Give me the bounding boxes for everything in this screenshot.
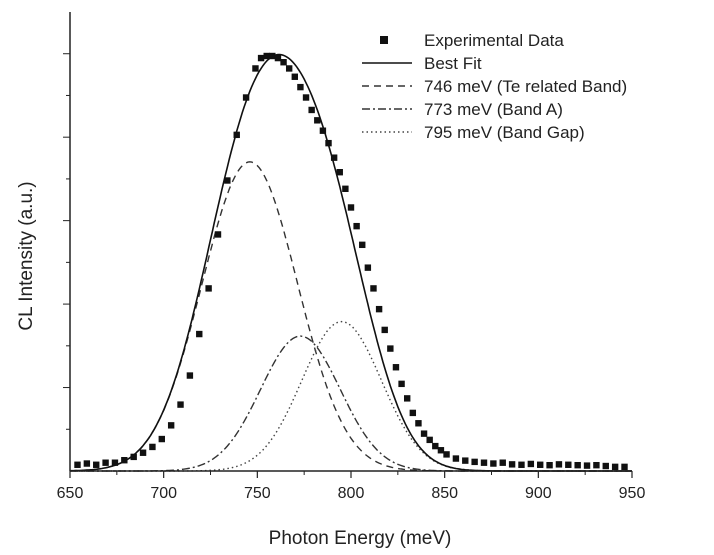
x-tick-label: 900 xyxy=(525,485,552,502)
data-point xyxy=(224,177,231,184)
data-point xyxy=(308,106,315,114)
data-point xyxy=(167,422,175,429)
data-point xyxy=(387,345,394,352)
data-point xyxy=(121,457,128,464)
data-point xyxy=(297,83,304,91)
data-point xyxy=(93,461,100,468)
data-point xyxy=(364,264,372,271)
x-tick-label: 650 xyxy=(57,485,84,502)
data-point xyxy=(274,54,282,62)
data-point xyxy=(314,117,321,124)
data-point xyxy=(490,460,497,467)
data-point xyxy=(602,462,609,470)
data-point xyxy=(330,154,338,161)
data-point xyxy=(353,222,360,230)
x-axis-title: Photon Energy (meV) xyxy=(269,528,452,549)
data-point xyxy=(375,305,383,313)
data-point xyxy=(508,461,516,468)
data-point xyxy=(437,447,445,454)
data-point xyxy=(196,330,203,338)
data-point xyxy=(177,401,184,408)
data-point xyxy=(370,285,377,292)
data-point xyxy=(319,127,327,134)
data-point xyxy=(409,409,417,417)
data-point xyxy=(280,59,287,66)
data-point xyxy=(381,326,388,334)
plot-area xyxy=(70,52,632,472)
data-point xyxy=(269,52,276,60)
data-point xyxy=(518,461,525,468)
data-point xyxy=(139,449,147,456)
data-point xyxy=(214,231,222,238)
data-point xyxy=(263,52,270,60)
data-point xyxy=(565,461,572,468)
y-axis-title: CL Intensity (a.u.) xyxy=(16,181,37,330)
x-ticks: 650 700 750 800 850 900 950 xyxy=(57,471,646,502)
data-point xyxy=(480,459,488,466)
y-ticks xyxy=(63,53,70,430)
x-tick-label: 700 xyxy=(150,485,177,502)
data-point xyxy=(342,185,349,192)
data-point xyxy=(347,204,355,211)
data-point xyxy=(443,451,450,458)
data-point xyxy=(462,457,469,464)
data-point xyxy=(205,285,212,292)
data-point xyxy=(621,463,628,471)
data-point xyxy=(186,372,194,379)
data-point xyxy=(111,459,119,466)
data-point xyxy=(336,169,343,176)
data-point xyxy=(74,461,81,468)
data-point xyxy=(527,460,535,468)
data-point xyxy=(83,460,91,467)
data-point xyxy=(325,139,332,147)
legend: Experimental Data Best Fit 746 meV (Te rel… xyxy=(362,31,627,142)
data-point xyxy=(499,459,506,466)
data-point xyxy=(404,395,411,402)
data-point xyxy=(415,420,422,427)
data-point xyxy=(242,94,250,101)
legend-label: Experimental Data xyxy=(424,31,564,50)
data-point xyxy=(432,442,439,450)
data-point xyxy=(149,443,156,451)
data-point xyxy=(359,241,366,249)
data-point xyxy=(593,461,600,469)
legend-label: Best Fit xyxy=(424,54,482,73)
data-point xyxy=(452,455,460,462)
data-point xyxy=(130,453,137,461)
data-point xyxy=(555,461,563,468)
legend-label: 773 meV (Band A) xyxy=(424,100,563,119)
data-point xyxy=(398,380,405,388)
data-point xyxy=(102,459,109,466)
data-point xyxy=(471,458,478,466)
data-point xyxy=(426,436,433,444)
data-point xyxy=(583,462,591,469)
legend-label: 746 meV (Te related Band) xyxy=(424,77,627,96)
x-tick-label: 800 xyxy=(338,485,365,502)
data-point xyxy=(252,65,259,72)
x-tick-label: 950 xyxy=(619,485,646,502)
data-point xyxy=(574,461,581,469)
data-point xyxy=(302,94,310,101)
component-curve xyxy=(70,335,632,472)
data-point xyxy=(158,435,165,443)
x-tick-label: 750 xyxy=(244,485,271,502)
x-tick-label: 850 xyxy=(431,485,458,502)
data-point xyxy=(537,461,544,468)
data-point xyxy=(291,73,298,80)
data-point xyxy=(420,430,428,437)
data-point xyxy=(546,461,553,469)
data-point xyxy=(285,65,293,72)
data-point xyxy=(611,463,619,471)
data-point xyxy=(233,131,240,139)
data-point xyxy=(257,54,265,62)
legend-label: 795 meV (Band Gap) xyxy=(424,123,585,142)
legend-marker xyxy=(380,36,388,44)
data-point xyxy=(392,364,400,371)
